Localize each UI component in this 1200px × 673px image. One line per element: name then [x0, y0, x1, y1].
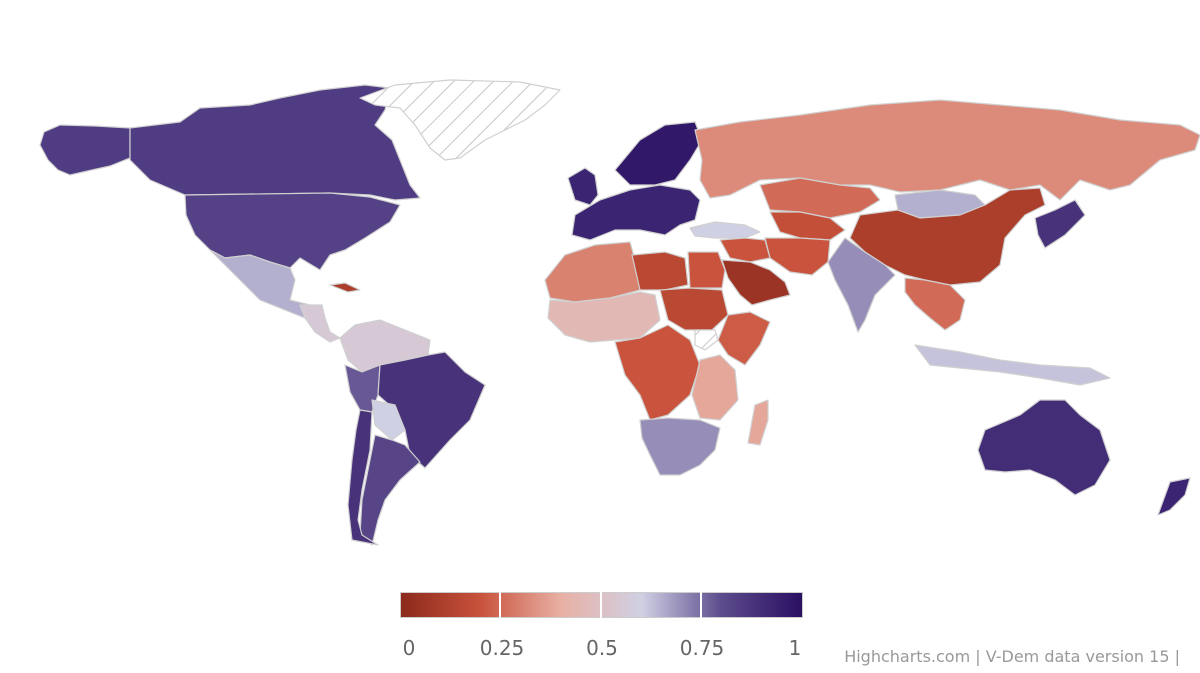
- region-central-asia[interactable]: [769, 211, 846, 241]
- region-libya[interactable]: [631, 251, 689, 291]
- region-japan-korea[interactable]: [1034, 199, 1086, 249]
- region-madagascar[interactable]: [747, 399, 769, 446]
- region-sahel-west[interactable]: [547, 291, 661, 343]
- region-iran[interactable]: [764, 237, 831, 276]
- region-saudi-arabia[interactable]: [721, 259, 791, 306]
- region-russia[interactable]: [694, 99, 1200, 201]
- region-new-zealand[interactable]: [1157, 477, 1191, 516]
- region-turkey[interactable]: [689, 221, 761, 239]
- region-bolivia[interactable]: [371, 399, 406, 441]
- legend-tick-05: 0.5: [586, 636, 618, 660]
- region-kazakhstan[interactable]: [759, 177, 881, 219]
- region-usa[interactable]: [184, 192, 401, 271]
- legend-tick-025: 0.25: [479, 636, 525, 660]
- region-middle-east[interactable]: [719, 237, 771, 263]
- legend-separator: [600, 592, 602, 618]
- region-cuba[interactable]: [329, 282, 361, 293]
- region-north-africa-west[interactable]: [544, 241, 641, 303]
- region-alaska[interactable]: [39, 124, 131, 176]
- region-scandinavia[interactable]: [614, 121, 703, 186]
- region-egypt[interactable]: [687, 251, 726, 289]
- region-sudan[interactable]: [659, 287, 729, 331]
- region-indonesia[interactable]: [914, 344, 1111, 386]
- region-central-africa[interactable]: [614, 324, 701, 421]
- region-horn-of-africa[interactable]: [717, 311, 771, 366]
- region-western-europe[interactable]: [571, 184, 701, 241]
- region-southeast-asia[interactable]: [904, 277, 966, 331]
- legend-separator: [499, 592, 501, 618]
- region-east-africa[interactable]: [691, 354, 739, 421]
- region-australia[interactable]: [977, 399, 1111, 496]
- credits-text[interactable]: Highcharts.com | V-Dem data version 15 |: [844, 647, 1180, 666]
- region-greenland[interactable]: [359, 79, 561, 161]
- legend-tick-0: 0: [402, 636, 416, 660]
- region-india[interactable]: [827, 237, 896, 333]
- region-southern-africa[interactable]: [639, 417, 721, 476]
- region-central-america[interactable]: [299, 304, 341, 343]
- region-chile[interactable]: [347, 409, 379, 546]
- region-south-sudan[interactable]: [694, 329, 719, 351]
- legend-separator: [700, 592, 702, 618]
- region-iceland-uk[interactable]: [567, 167, 599, 206]
- legend-tick-075: 0.75: [679, 636, 725, 660]
- legend-tick-1: 1: [788, 636, 802, 660]
- region-argentina[interactable]: [359, 434, 421, 546]
- color-legend: [400, 592, 803, 618]
